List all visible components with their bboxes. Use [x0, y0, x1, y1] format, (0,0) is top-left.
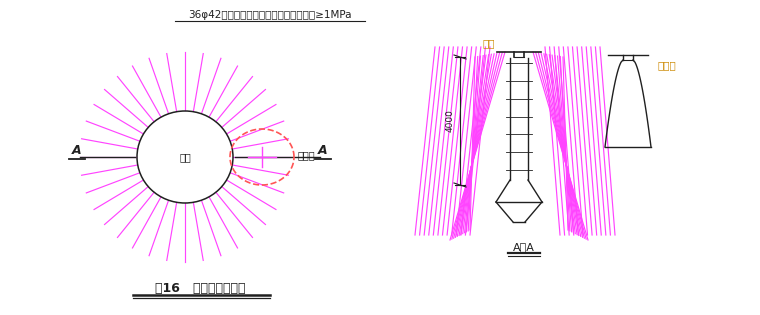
Ellipse shape — [137, 111, 233, 203]
Text: A: A — [318, 144, 328, 157]
Text: 新桦: 新桦 — [179, 152, 191, 162]
Text: 36φ42水泥浆管，水泰序注浆，注浆压力≥1MPa: 36φ42水泥浆管，水泰序注浆，注浆压力≥1MPa — [188, 10, 352, 20]
Text: 新桦: 新桦 — [483, 38, 496, 48]
Text: A－A: A－A — [513, 242, 535, 252]
Text: 既有桦: 既有桦 — [658, 60, 676, 70]
Text: A: A — [72, 144, 82, 157]
Text: 图16   桦底加固平面图: 图16 桦底加固平面图 — [155, 282, 245, 295]
Text: 4000: 4000 — [445, 110, 454, 132]
Text: 既有桦: 既有桦 — [298, 150, 315, 160]
